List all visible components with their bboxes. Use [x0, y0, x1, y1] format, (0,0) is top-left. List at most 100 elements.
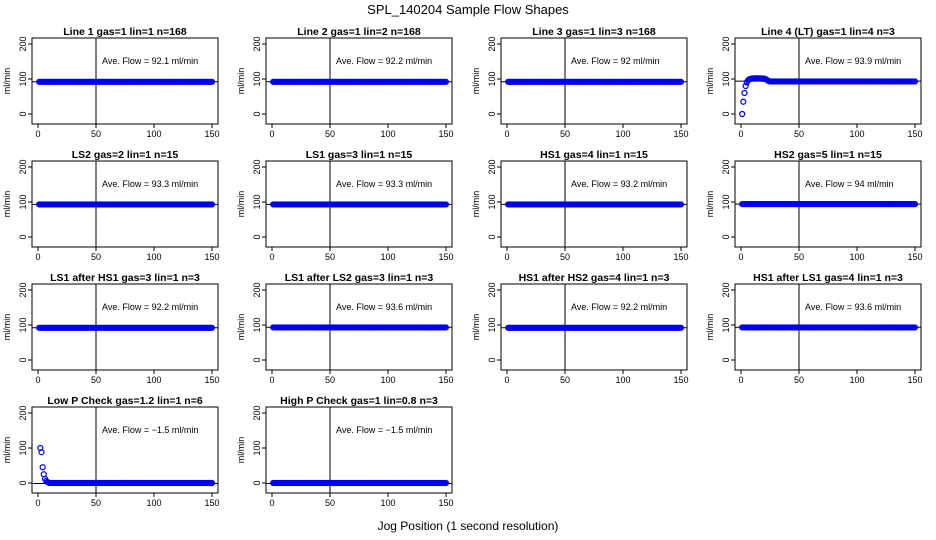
figure-title: SPL_140204 Sample Flow Shapes — [367, 2, 569, 17]
panel-2: Line 2 gas=1 lin=2 n=168 0 50 100 150 0 100 200… — [236, 26, 454, 139]
panel-title: Line 4 (LT) gas=1 lin=4 n=3 — [761, 26, 895, 38]
panel-title: LS2 gas=2 lin=1 n=15 — [72, 149, 179, 161]
y-tick-label: 0 — [487, 234, 497, 239]
data-point — [677, 324, 685, 331]
average-flow-annotation: Ave. Flow = 92.1 ml/min — [102, 56, 198, 66]
plot-frame — [500, 283, 688, 371]
x-tick-label: 0 — [269, 252, 274, 262]
x-tick-label: 150 — [438, 252, 453, 262]
y-tick-label: 200 — [18, 282, 28, 297]
x-tick-label: 150 — [673, 252, 688, 262]
x-tick-label: 50 — [325, 498, 335, 508]
y-axis-label: ml/min — [2, 68, 12, 95]
average-flow-annotation: Ave. Flow = 92.2 ml/min — [336, 56, 432, 66]
data-point — [442, 201, 450, 208]
y-tick-label: 0 — [252, 234, 262, 239]
x-tick-label: 0 — [269, 498, 274, 508]
x-tick-label: 0 — [35, 129, 40, 139]
x-tick-label: 50 — [325, 252, 335, 262]
panel-title: HS1 after LS1 gas=4 lin=1 n=3 — [753, 272, 903, 284]
y-tick-label: 0 — [252, 357, 262, 362]
x-tick-label: 100 — [146, 498, 161, 508]
x-tick-label: 50 — [91, 498, 101, 508]
data-point — [677, 201, 685, 208]
x-tick-label: 50 — [794, 129, 804, 139]
average-flow-annotation: Ave. Flow = 92.2 ml/min — [571, 302, 667, 312]
x-tick-label: 150 — [204, 375, 219, 385]
x-tick-label: 0 — [738, 129, 743, 139]
panel-title: Line 2 gas=1 lin=2 n=168 — [297, 26, 421, 38]
average-flow-annotation: Ave. Flow = 92.2 ml/min — [102, 302, 198, 312]
x-tick-label: 0 — [504, 252, 509, 262]
x-tick-label: 50 — [91, 252, 101, 262]
y-tick-label: 100 — [721, 194, 731, 209]
x-tick-label: 100 — [380, 252, 395, 262]
y-tick-label: 100 — [18, 440, 28, 455]
y-axis-label: ml/min — [705, 314, 715, 341]
x-tick-label: 100 — [849, 252, 864, 262]
x-tick-label: 100 — [146, 129, 161, 139]
x-tick-label: 50 — [794, 252, 804, 262]
x-tick-label: 100 — [615, 129, 630, 139]
x-tick-label: 50 — [560, 375, 570, 385]
data-point — [442, 78, 450, 85]
panel-title: HS2 gas=5 lin=1 n=15 — [774, 149, 882, 161]
average-flow-annotation: Ave. Flow = 93.6 ml/min — [805, 302, 901, 312]
y-tick-label: 200 — [18, 36, 28, 51]
figure-x-label: Jog Position (1 second resolution) — [377, 519, 559, 533]
x-tick-label: 100 — [146, 252, 161, 262]
x-tick-label: 150 — [438, 498, 453, 508]
panel-5: LS2 gas=2 lin=1 n=15 0 50 100 150 0 100 200 ml/m… — [2, 149, 220, 262]
y-tick-label: 200 — [18, 405, 28, 420]
panel-13: Low P Check gas=1.2 lin=1 n=6 0 50 100 150 0 1… — [2, 395, 220, 508]
y-tick-label: 0 — [252, 111, 262, 116]
x-tick-label: 0 — [738, 375, 743, 385]
panel-title: LS1 gas=3 lin=1 n=15 — [306, 149, 413, 161]
y-tick-label: 100 — [252, 317, 262, 332]
x-tick-label: 0 — [738, 252, 743, 262]
x-tick-label: 100 — [615, 252, 630, 262]
y-axis-label: ml/min — [705, 191, 715, 218]
x-tick-label: 100 — [380, 498, 395, 508]
panel-8: HS2 gas=5 lin=1 n=15 0 50 100 150 0 100 200 ml/m… — [705, 149, 923, 262]
y-axis-label: ml/min — [236, 437, 246, 464]
y-tick-label: 0 — [18, 234, 28, 239]
data-point — [741, 89, 748, 97]
y-tick-label: 100 — [721, 71, 731, 86]
y-axis-label: ml/min — [236, 68, 246, 95]
y-tick-label: 200 — [487, 282, 497, 297]
data-point — [740, 98, 747, 105]
panel-title: LS1 after LS2 gas=3 lin=1 n=3 — [285, 272, 434, 284]
x-tick-label: 150 — [673, 375, 688, 385]
x-tick-label: 0 — [504, 375, 509, 385]
y-tick-label: 100 — [252, 440, 262, 455]
x-tick-label: 100 — [615, 375, 630, 385]
x-tick-label: 0 — [504, 129, 509, 139]
average-flow-annotation: Ave. Flow = 93.3 ml/min — [336, 179, 432, 189]
data-point — [911, 201, 919, 208]
y-axis-label: ml/min — [2, 191, 12, 218]
x-tick-label: 150 — [907, 252, 922, 262]
average-flow-annotation: Ave. Flow = −1.5 ml/min — [102, 425, 198, 435]
x-tick-label: 100 — [380, 375, 395, 385]
y-axis-label: ml/min — [705, 68, 715, 95]
y-tick-label: 0 — [487, 111, 497, 116]
x-tick-label: 150 — [204, 252, 219, 262]
y-tick-label: 100 — [487, 71, 497, 86]
x-tick-label: 150 — [204, 498, 219, 508]
y-tick-label: 100 — [487, 194, 497, 209]
panel-title: HS1 after HS2 gas=4 lin=1 n=3 — [519, 272, 670, 284]
panel-10: LS1 after LS2 gas=3 lin=1 n=3 0 50 100 150 0 1… — [236, 272, 454, 385]
y-tick-label: 200 — [252, 159, 262, 174]
plot-frame — [265, 406, 453, 494]
y-axis-label: ml/min — [2, 437, 12, 464]
y-tick-label: 200 — [721, 282, 731, 297]
panel-title: High P Check gas=1 lin=0.8 n=3 — [280, 395, 438, 407]
data-point — [38, 449, 45, 456]
data-point — [442, 324, 450, 331]
x-tick-label: 0 — [269, 375, 274, 385]
x-tick-label: 50 — [794, 375, 804, 385]
x-tick-label: 150 — [204, 129, 219, 139]
data-point — [739, 110, 746, 118]
